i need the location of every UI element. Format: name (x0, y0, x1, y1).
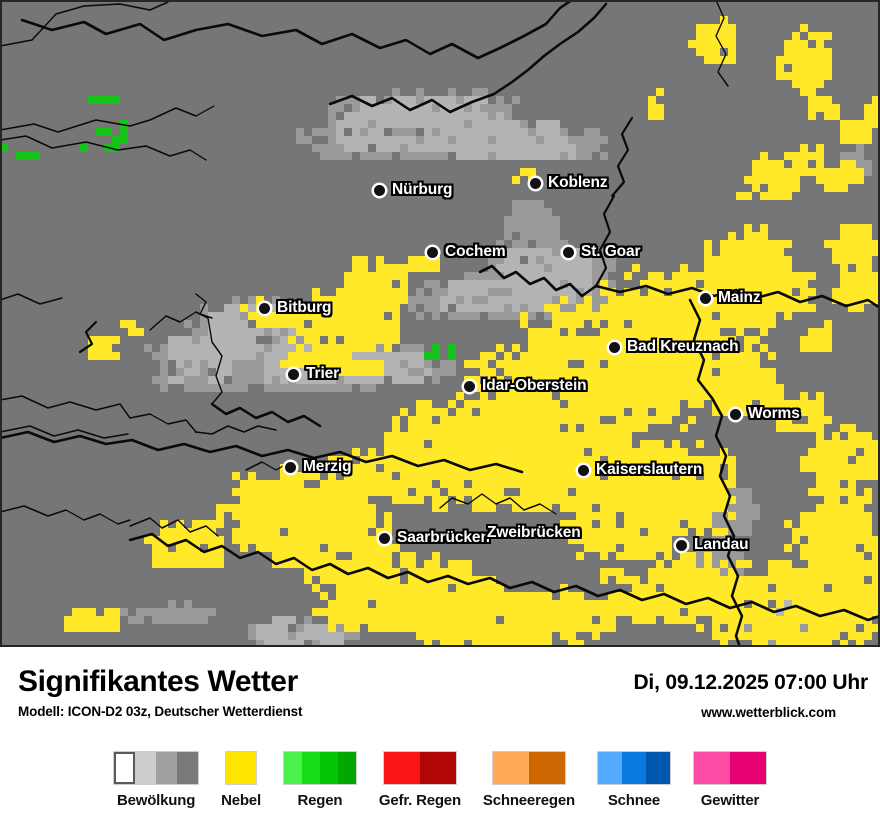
legend-swatch (156, 752, 178, 784)
city-dot-icon (379, 532, 390, 544)
legend-label: Schneeregen (482, 792, 575, 809)
legend-swatch-row (596, 751, 671, 785)
city-marker[interactable]: Koblenz (530, 174, 608, 192)
legend-swatch (135, 752, 157, 784)
meta-block: Di, 09.12.2025 07:00 Uhr www.wetterblick… (633, 671, 868, 720)
legend-swatch (319, 752, 338, 784)
legend-label: Gewitter (700, 792, 760, 809)
legend-swatch-row (113, 751, 200, 785)
city-label: Kaiserslautern (596, 461, 703, 478)
city-dot-icon (563, 246, 574, 258)
city-marker[interactable]: Bad Kreuznach (609, 338, 739, 356)
city-label: Trier (306, 365, 340, 382)
legend-swatch (492, 752, 529, 784)
legend-swatch (597, 752, 622, 784)
city-dot-icon (676, 539, 687, 551)
city-marker[interactable]: Zweibrücken (487, 524, 581, 542)
city-label: Bad Kreuznach (627, 338, 739, 355)
city-marker[interactable]: Kaiserslautern (578, 461, 702, 479)
legend-swatch (383, 752, 420, 784)
weather-map-canvas[interactable] (0, 0, 880, 647)
legend-entry: Bewölkung (113, 751, 200, 809)
legend-label: Gefr. Regen (378, 792, 461, 809)
legend-entry: Gewitter (692, 751, 767, 809)
city-label: St. Goar (581, 243, 641, 260)
legend-swatch (621, 752, 646, 784)
city-marker[interactable]: Worms (730, 405, 800, 423)
city-label: Merzig (303, 458, 352, 475)
city-dot-icon (427, 246, 438, 258)
legend: Bewölkung Nebel Regen Gefr. Regen Schneerege… (0, 751, 880, 809)
legend-entry: Schneeregen (483, 751, 575, 809)
legend-label: Bewölkung (116, 792, 196, 809)
city-dot-icon (730, 408, 741, 420)
city-marker[interactable]: Nürburg (374, 181, 453, 199)
legend-swatch (283, 752, 302, 784)
city-marker[interactable]: Saarbrücken (379, 529, 490, 547)
city-dot-icon (530, 177, 541, 189)
city-marker[interactable]: Mainz (700, 289, 761, 307)
legend-entry: Regen (282, 751, 357, 809)
city-dot-icon (285, 461, 296, 473)
legend-swatch (419, 752, 456, 784)
city-marker[interactable]: Trier (288, 365, 339, 383)
site-url: www.wetterblick.com (701, 705, 836, 720)
city-dot-icon (464, 380, 475, 392)
city-label: Koblenz (548, 174, 608, 191)
city-marker[interactable]: Bitburg (259, 299, 332, 317)
city-label: Saarbrücken (397, 529, 490, 546)
city-label: Nürburg (392, 181, 453, 198)
legend-swatch-row (692, 751, 767, 785)
legend-label: Schnee (607, 792, 661, 809)
legend-swatch (337, 752, 356, 784)
city-label: Worms (748, 405, 800, 422)
legend-swatch (729, 752, 766, 784)
legend-swatch (225, 752, 256, 784)
city-label: Bitburg (277, 299, 332, 316)
city-label: Idar-Oberstein (482, 377, 587, 394)
city-label: Landau (694, 536, 749, 553)
page-title: Signifikantes Wetter (18, 665, 298, 698)
legend-label: Nebel (221, 792, 261, 809)
city-label: Cochem (445, 243, 506, 260)
legend-swatch (528, 752, 565, 784)
weather-map[interactable]: Nürburg Koblenz Cochem St. Goar Mainz Bitburg… (0, 0, 880, 647)
city-dot-icon (288, 368, 299, 380)
legend-entry: Gefr. Regen (379, 751, 461, 809)
legend-swatch-row (282, 751, 357, 785)
city-dot-icon (700, 292, 711, 304)
legend-swatch (301, 752, 320, 784)
city-label: Zweibrücken (487, 524, 581, 541)
city-dot-icon (609, 341, 620, 353)
city-marker[interactable]: Cochem (427, 243, 506, 261)
city-marker[interactable]: Merzig (285, 458, 352, 476)
city-marker[interactable]: St. Goar (563, 243, 641, 261)
city-marker[interactable]: Idar-Oberstein (464, 377, 587, 395)
legend-swatch-row (224, 751, 257, 785)
valid-time: Di, 09.12.2025 07:00 Uhr (633, 671, 868, 694)
legend-swatch-row (491, 751, 566, 785)
model-subtitle: Modell: ICON-D2 03z, Deutscher Wetterdie… (18, 703, 303, 719)
title-block: Signifikantes Wetter Modell: ICON-D2 03z… (18, 665, 303, 719)
city-marker[interactable]: Landau (676, 536, 749, 554)
footer: Signifikantes Wetter Modell: ICON-D2 03z… (0, 647, 880, 830)
city-dot-icon (374, 184, 385, 196)
legend-swatch (114, 752, 136, 784)
city-dot-icon (578, 464, 589, 476)
legend-swatch-row (382, 751, 457, 785)
legend-entry: Schnee (596, 751, 671, 809)
legend-label: Regen (297, 792, 343, 809)
city-dot-icon (259, 302, 270, 314)
legend-swatch (693, 752, 730, 784)
legend-swatch (177, 752, 199, 784)
legend-swatch (645, 752, 670, 784)
legend-entry: Nebel (221, 751, 261, 809)
city-label: Mainz (718, 289, 761, 306)
